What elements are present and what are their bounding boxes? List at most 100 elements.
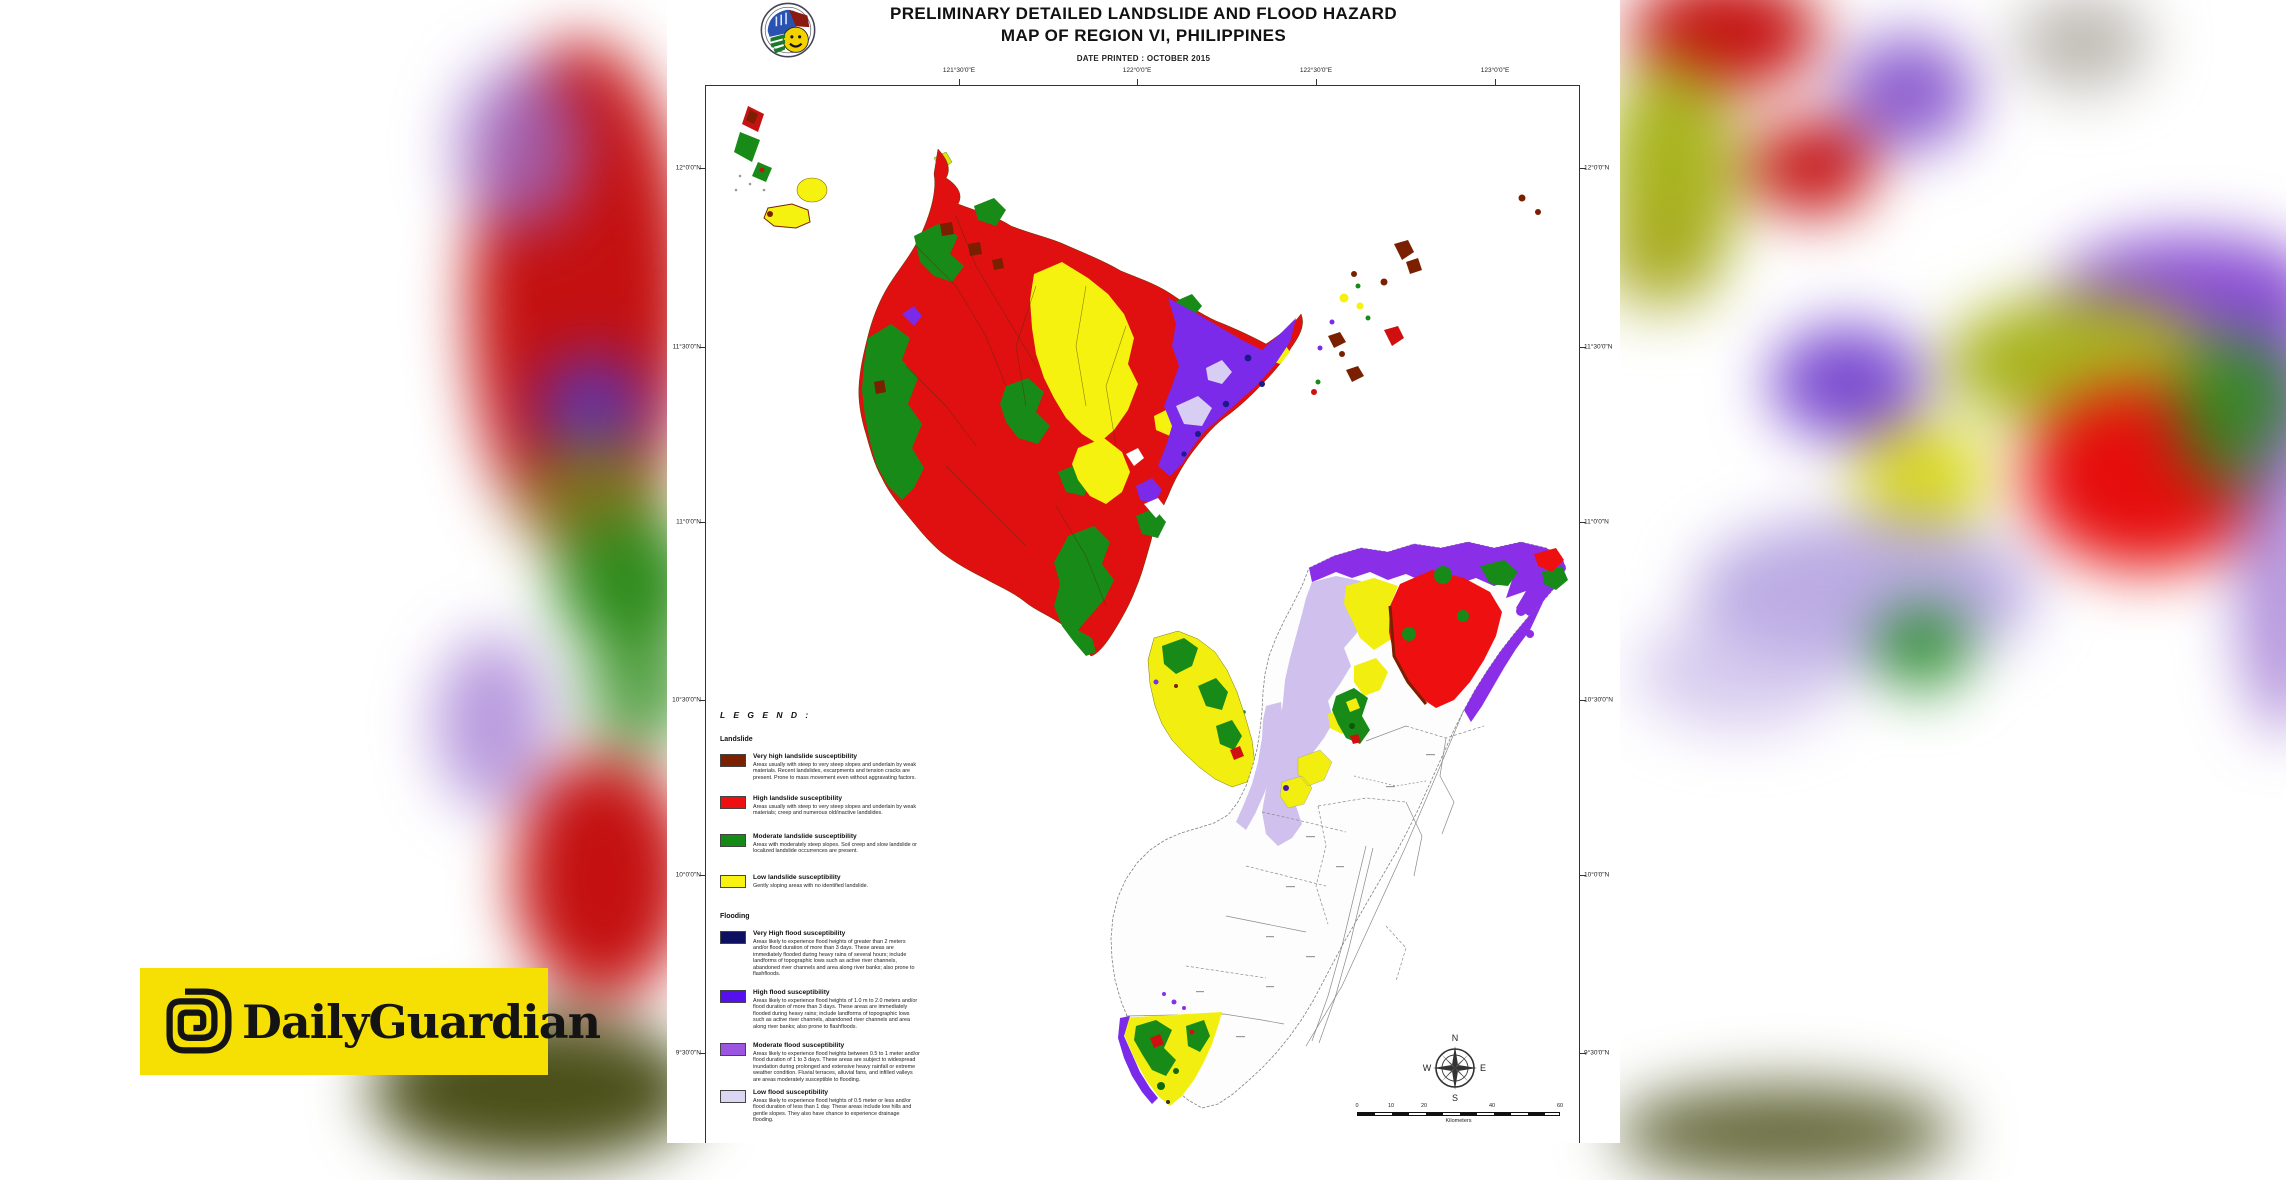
legend-item: High flood susceptibility Areas likely t… — [720, 989, 930, 1049]
scale-tick-label: 20 — [1420, 1103, 1428, 1109]
very-high-flood-swatch — [720, 931, 746, 944]
bg-blob — [435, 635, 550, 810]
graticule-tick — [1316, 79, 1317, 85]
bg-blob — [1635, 615, 1845, 730]
legend-item: Very high landslide susceptibility Areas… — [720, 753, 930, 813]
legend-item-label: Low flood susceptibility — [753, 1089, 829, 1096]
moderate-landslide-swatch — [720, 834, 746, 847]
bg-blob — [1875, 605, 1970, 690]
latitude-label: 11°0'0"N — [1584, 518, 1609, 526]
high-flood-swatch — [720, 990, 746, 1003]
news-image: { "document": { "title_line1": "PRELIMIN… — [140, 0, 2286, 1180]
graticule-tick — [699, 168, 705, 169]
panay-island — [858, 148, 1303, 657]
scale-tick-label: 60 — [1556, 1103, 1564, 1109]
compass-rose-icon: N S W E — [1423, 1033, 1486, 1102]
graticule-tick — [699, 875, 705, 876]
longitude-label: 122°30'0"E — [1299, 67, 1333, 74]
guimaras-island — [1147, 630, 1256, 788]
map-frame — [705, 85, 1580, 1143]
legend-item-label: Moderate landslide susceptibility — [753, 833, 857, 840]
legend-item: Low landslide susceptibility Gently slop… — [720, 874, 930, 934]
moderate-flood-swatch — [720, 1043, 746, 1056]
latitude-label: 11°0'0"N — [676, 518, 701, 526]
graticule-tick — [699, 700, 705, 701]
graticule-tick — [699, 522, 705, 523]
legend-item-description: Areas likely to experience flood heights… — [753, 1098, 912, 1124]
hazard-map-document: PRELIMINARY DETAILED LANDSLIDE AND FLOOD… — [667, 0, 1620, 1143]
graticule-tick — [1495, 79, 1496, 85]
latitude-label: 10°0'0"N — [1584, 871, 1610, 879]
legend-item-label: Very high landslide susceptibility — [753, 753, 858, 760]
blurred-map-background — [370, 0, 2286, 1180]
high-landslide-swatch — [720, 796, 746, 809]
graticule-tick — [699, 347, 705, 348]
legend-item-label: High landslide susceptibility — [753, 795, 843, 802]
latitude-label: 12°0'0"N — [675, 164, 701, 172]
scale-tick-label: 0 — [1355, 1103, 1359, 1109]
graticule-tick — [959, 79, 960, 85]
svg-text:W: W — [1423, 1063, 1432, 1073]
latitude-label: 10°30'0"N — [1584, 696, 1613, 704]
graticule-tick — [699, 1053, 705, 1054]
graticule-tick — [1580, 700, 1586, 701]
map-title-line1: PRELIMINARY DETAILED LANDSLIDE AND FLOOD… — [889, 4, 1398, 23]
legend-item: Moderate flood susceptibility Areas like… — [720, 1042, 930, 1102]
longitude-label: 122°0'0"E — [1122, 67, 1152, 74]
date-printed: DATE PRINTED : OCTOBER 2015 — [1076, 54, 1211, 63]
low-landslide-swatch — [720, 875, 746, 888]
legend-item-label: High flood susceptibility — [753, 989, 830, 996]
longitude-label: 123°0'0"E — [1480, 67, 1510, 74]
legend-section-landslide: Landslide — [720, 736, 753, 743]
bg-blob — [1840, 35, 1975, 150]
latitude-label: 9°30'0"N — [1584, 1049, 1610, 1057]
bg-blob — [1615, 1085, 1955, 1180]
graticule-tick — [1137, 79, 1138, 85]
latitude-label: 11°30'0"N — [1584, 343, 1613, 351]
graticule-tick — [1580, 347, 1586, 348]
cuyo-islands — [734, 106, 953, 229]
very-high-landslide-swatch — [720, 754, 746, 767]
legend-item: Low flood susceptibility Areas likely to… — [720, 1089, 930, 1149]
brand-text: DailyGuardian — [242, 994, 601, 1049]
graticule-tick — [1580, 522, 1586, 523]
legend-item: High landslide susceptibility Areas usua… — [720, 795, 930, 855]
bg-blob — [515, 755, 690, 1000]
svg-text:N: N — [1452, 1033, 1459, 1043]
graticule-tick — [1580, 875, 1586, 876]
legend-heading: L E G E N D : — [720, 710, 812, 720]
latitude-label: 9°30'0"N — [675, 1049, 701, 1057]
legend-section-flooding: Flooding — [720, 913, 750, 920]
bg-blob — [1855, 425, 1990, 530]
bg-blob — [1770, 325, 1925, 440]
legend-item: Moderate landslide susceptibility Areas … — [720, 833, 930, 893]
svg-text:S: S — [1452, 1093, 1458, 1102]
bg-blob — [2015, 0, 2150, 90]
watermark-logo: DailyGuardian — [140, 968, 601, 1075]
legend-item-label: Moderate flood susceptibility — [753, 1042, 845, 1049]
offshore-islets — [1228, 194, 1541, 718]
latitude-label: 10°0'0"N — [675, 871, 701, 879]
legend-item-label: Low landslide susceptibility — [753, 874, 841, 881]
south-negros-hazard-patch — [1118, 992, 1222, 1106]
svg-text:E: E — [1480, 1063, 1486, 1073]
bg-blob — [1750, 120, 1875, 215]
legend-item-description: Gently sloping areas with no identified … — [753, 883, 869, 889]
place-name-marks — [1196, 754, 1435, 1038]
region-map-graphic — [734, 106, 1568, 1109]
legend-item: Very High flood susceptibility Areas lik… — [720, 930, 930, 990]
scale-tick-label: 10 — [1387, 1103, 1395, 1109]
map-title-line2: MAP OF REGION VI, PHILIPPINES — [1000, 26, 1287, 45]
low-flood-swatch — [720, 1090, 746, 1103]
legend-item-description: Areas likely to experience flood heights… — [753, 1051, 920, 1083]
legend-item-description: Areas likely to experience flood heights… — [753, 939, 915, 978]
latitude-label: 10°30'0"N — [672, 696, 701, 704]
spiral-d-icon — [166, 988, 232, 1054]
legend-item-description: Areas usually with steep to very steep s… — [753, 804, 917, 817]
negros-island — [1110, 541, 1568, 1109]
agency-seal-icon — [760, 2, 816, 58]
scale-bar-unit: Kilometers — [1445, 1118, 1472, 1124]
legend-item-label: Very High flood susceptibility — [753, 930, 846, 937]
legend-item-description: Areas usually with steep to very steep s… — [753, 762, 917, 781]
scale-tick-label: 40 — [1488, 1103, 1496, 1109]
